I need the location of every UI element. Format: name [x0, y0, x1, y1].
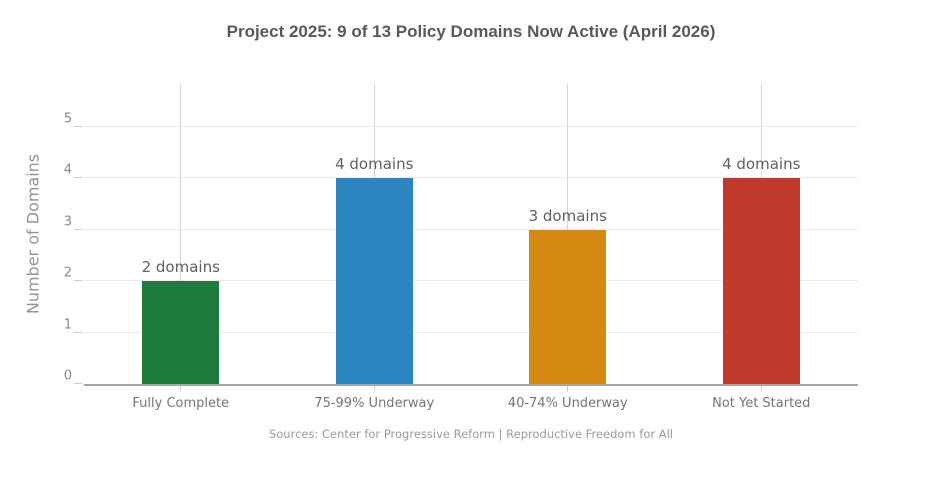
bar-value-label: 4 domains: [722, 155, 801, 174]
y-tick-label: 0: [63, 368, 72, 384]
x-tick-mark: [760, 386, 762, 392]
y-gridline: [84, 126, 858, 127]
sources-caption: Sources: Center for Progressive Reform |…: [268, 427, 674, 441]
x-gridline: [180, 84, 182, 384]
y-gridline: [84, 280, 858, 282]
bar-not-yet-started: [722, 178, 800, 384]
y-tick-mark: [74, 126, 82, 127]
y-tick-mark: [74, 280, 82, 282]
y-tick-mark: [74, 383, 82, 384]
bar-value-label: 3 domains: [528, 206, 607, 225]
x-tick-label: Fully Complete: [132, 396, 230, 411]
y-tick-label: 2: [63, 265, 72, 281]
bar-fully-complete: [142, 281, 220, 384]
y-tick-mark: [74, 177, 82, 179]
bar-value-label: 2 domains: [141, 258, 220, 277]
bar-40-74-underway: [529, 229, 607, 384]
y-tick-mark: [74, 331, 82, 333]
y-tick-mark: [74, 228, 82, 230]
x-tick-mark: [373, 386, 375, 392]
y-gridline: [84, 228, 858, 230]
x-tick-mark: [180, 386, 182, 392]
y-tick-label: 5: [63, 111, 72, 127]
x-tick-label: Not Yet Started: [712, 396, 811, 411]
bar-75-99-underway: [335, 178, 413, 384]
y-gridline: [84, 177, 858, 179]
x-tick-label: 40-74% Underway: [507, 396, 628, 411]
y-tick-label: 1: [63, 317, 72, 333]
y-gridline: [84, 331, 858, 333]
x-tick-label: 75-99% Underway: [314, 396, 435, 411]
chart-title: Project 2025: 9 of 13 Policy Domains Now…: [226, 22, 716, 41]
x-tick-mark: [567, 386, 569, 392]
y-tick-label: 4: [63, 162, 72, 178]
plot-area: 0 1 2 3 4 5 2 domains Fully Complete 4 domains 75…: [64, 84, 858, 411]
y-axis-title: Number of Domains: [23, 153, 43, 315]
bar-value-label: 4 domains: [335, 155, 414, 174]
y-tick-label: 3: [63, 214, 72, 230]
